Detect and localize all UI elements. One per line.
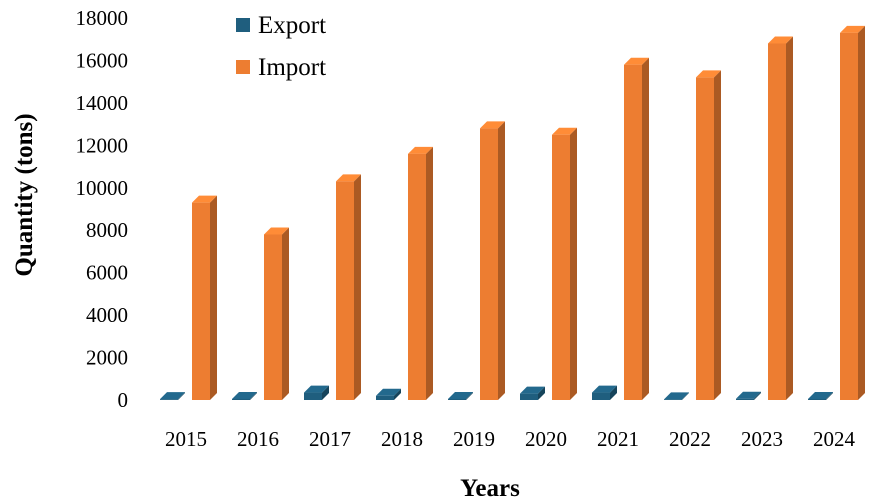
export-bar	[448, 391, 473, 400]
import-bar	[696, 70, 721, 400]
x-tick-label: 2015	[165, 427, 207, 451]
import-bar	[192, 195, 217, 400]
x-tick-label: 2021	[597, 427, 639, 451]
y-tick-label: 14000	[76, 91, 129, 115]
import-bar	[408, 146, 433, 400]
x-axis-title: Years	[460, 475, 520, 501]
legend-swatch	[236, 60, 250, 74]
x-tick-label: 2017	[309, 427, 351, 451]
y-tick-label: 16000	[76, 48, 129, 72]
import-bar	[480, 121, 505, 400]
legend-item-export: Export	[236, 12, 326, 39]
legend-label: Export	[258, 12, 326, 39]
y-axis-title: Quantity (tons)	[11, 113, 38, 276]
y-axis-ticks: 0 2000 4000 6000 8000 10000 12000 14000 16000 180…	[76, 6, 129, 412]
export-bar	[808, 391, 833, 400]
y-tick-label: 4000	[86, 303, 128, 327]
x-tick-label: 2016	[237, 427, 279, 451]
import-bar	[840, 25, 865, 400]
legend-swatch	[236, 18, 250, 32]
export-bar	[232, 391, 257, 400]
import-bar	[624, 57, 649, 400]
import-bar	[768, 36, 793, 400]
y-tick-label: 8000	[86, 218, 128, 242]
export-bar	[520, 386, 545, 400]
x-tick-label: 2023	[741, 427, 783, 451]
export-bar	[736, 391, 761, 400]
y-tick-label: 18000	[76, 6, 129, 30]
export-bar	[304, 385, 329, 400]
x-tick-label: 2024	[813, 427, 856, 451]
bars	[160, 25, 865, 400]
legend-label: Import	[258, 54, 326, 81]
export-bar	[376, 388, 401, 400]
y-tick-label: 2000	[86, 346, 128, 370]
y-tick-label: 12000	[76, 133, 129, 157]
export-bar	[160, 392, 185, 400]
legend-item-import: Import	[236, 54, 326, 81]
x-tick-label: 2022	[669, 427, 711, 451]
import-bar	[552, 127, 577, 400]
export-bar	[592, 385, 617, 400]
x-tick-label: 2019	[453, 427, 495, 451]
import-bar	[336, 174, 361, 400]
x-axis-ticks: 2015 2016 2017 2018 2019 2020 2021 2022 2023 2024	[165, 427, 856, 451]
y-tick-label: 6000	[86, 261, 128, 285]
y-tick-label: 0	[118, 388, 129, 412]
y-tick-label: 10000	[76, 176, 129, 200]
import-bar	[264, 227, 289, 400]
legend: Export Import	[236, 12, 326, 81]
x-tick-label: 2020	[525, 427, 567, 451]
export-bar	[664, 392, 689, 400]
x-tick-label: 2018	[381, 427, 423, 451]
